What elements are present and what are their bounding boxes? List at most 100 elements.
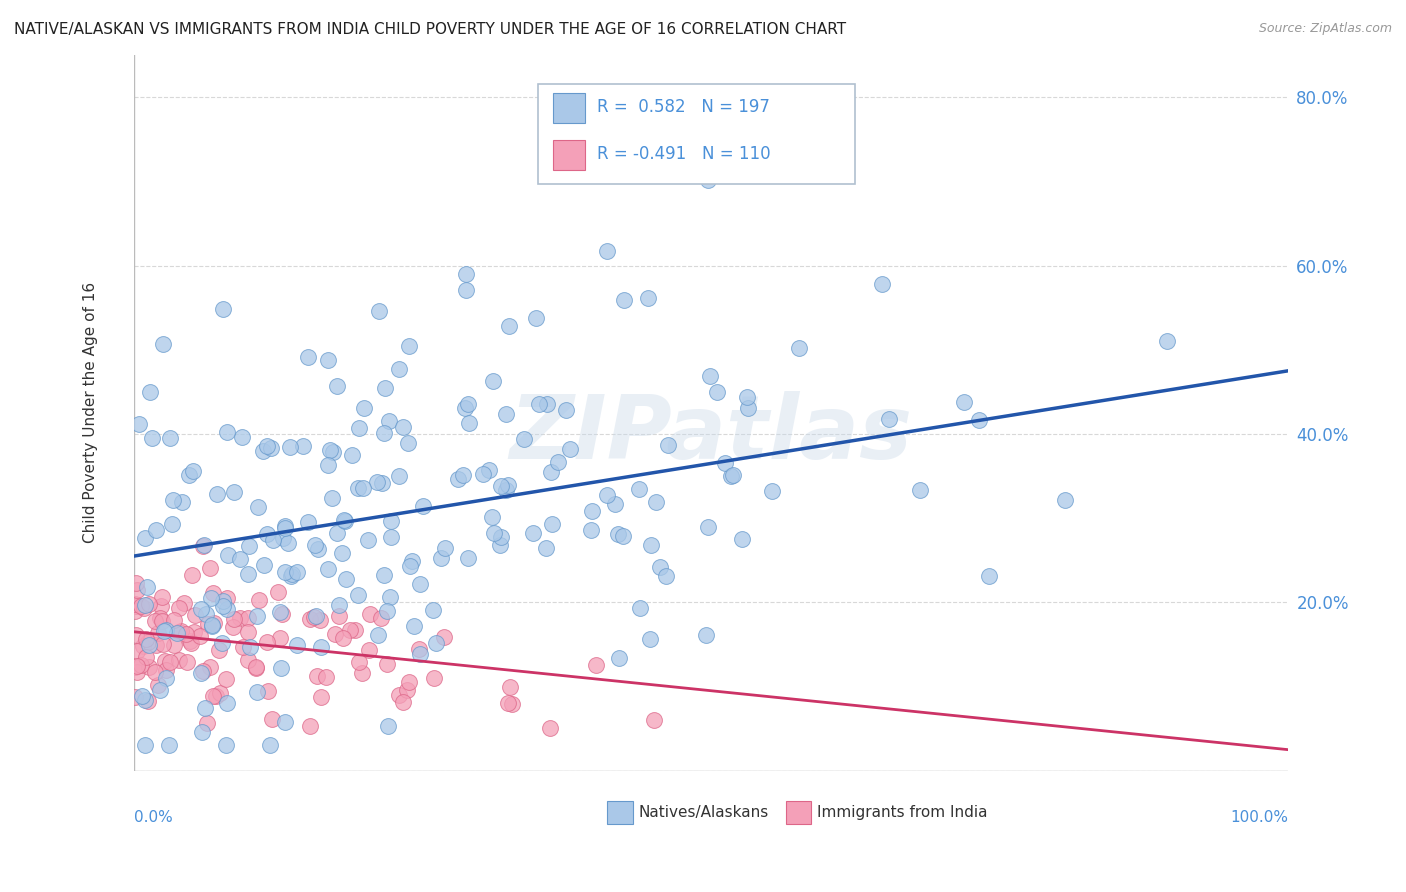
- Point: [340, 448, 363, 462]
- Point: [298, 719, 321, 733]
- Point: [368, 303, 391, 318]
- Point: [163, 613, 186, 627]
- Point: [134, 598, 156, 612]
- Point: [335, 572, 357, 586]
- Point: [298, 612, 321, 626]
- Point: [401, 554, 423, 568]
- Point: [177, 468, 200, 483]
- Point: [131, 658, 153, 673]
- Point: [155, 671, 177, 685]
- Point: [274, 519, 297, 533]
- Point: [609, 651, 631, 665]
- Point: [143, 665, 166, 679]
- Point: [193, 538, 215, 552]
- Point: [396, 436, 419, 450]
- Point: [191, 665, 214, 679]
- Text: Source: ZipAtlas.com: Source: ZipAtlas.com: [1258, 22, 1392, 36]
- Point: [246, 500, 269, 514]
- Point: [125, 582, 148, 597]
- Point: [399, 558, 422, 573]
- Point: [217, 425, 239, 439]
- Point: [134, 739, 156, 753]
- Point: [458, 417, 481, 431]
- Point: [131, 639, 153, 653]
- Point: [229, 611, 252, 625]
- FancyBboxPatch shape: [607, 801, 633, 823]
- Point: [499, 680, 522, 694]
- Point: [236, 566, 259, 581]
- Point: [422, 602, 444, 616]
- Point: [181, 567, 204, 582]
- Point: [195, 607, 218, 622]
- Point: [212, 593, 235, 607]
- Point: [146, 626, 169, 640]
- Point: [245, 660, 267, 674]
- Point: [380, 529, 402, 543]
- Point: [215, 739, 238, 753]
- Point: [162, 493, 184, 508]
- Point: [454, 283, 477, 297]
- Point: [201, 618, 224, 632]
- Point: [495, 407, 517, 421]
- Point: [231, 430, 253, 444]
- FancyBboxPatch shape: [553, 93, 585, 123]
- Point: [257, 683, 280, 698]
- Point: [309, 613, 332, 627]
- Point: [585, 657, 607, 672]
- Point: [174, 626, 197, 640]
- Point: [160, 517, 183, 532]
- Point: [176, 655, 198, 669]
- Point: [309, 640, 332, 654]
- Point: [366, 475, 388, 489]
- Point: [325, 379, 347, 393]
- Point: [222, 620, 245, 634]
- Point: [124, 599, 146, 614]
- Point: [699, 368, 721, 383]
- Point: [183, 624, 205, 639]
- Point: [309, 690, 332, 704]
- Point: [155, 663, 177, 677]
- Point: [152, 337, 174, 351]
- Point: [489, 530, 512, 544]
- Point: [150, 614, 173, 628]
- Point: [339, 623, 361, 637]
- Point: [238, 539, 260, 553]
- Point: [326, 526, 349, 541]
- Point: [305, 609, 328, 624]
- Point: [370, 611, 392, 625]
- Point: [347, 588, 370, 602]
- Point: [371, 475, 394, 490]
- Point: [596, 244, 619, 258]
- Point: [392, 420, 415, 434]
- Point: [270, 661, 292, 675]
- Point: [472, 467, 495, 482]
- Point: [256, 439, 278, 453]
- Point: [138, 635, 160, 649]
- Point: [456, 267, 478, 281]
- Point: [238, 625, 260, 640]
- Point: [190, 665, 212, 680]
- Point: [977, 569, 1000, 583]
- Point: [377, 657, 399, 671]
- Point: [640, 538, 662, 552]
- Point: [157, 739, 180, 753]
- Point: [125, 628, 148, 642]
- Point: [253, 558, 276, 572]
- Point: [495, 483, 517, 498]
- Point: [201, 619, 224, 633]
- Point: [277, 535, 299, 549]
- Point: [482, 375, 505, 389]
- Point: [581, 523, 603, 537]
- Point: [328, 599, 350, 613]
- Point: [322, 445, 344, 459]
- Point: [377, 719, 399, 733]
- Point: [540, 517, 562, 532]
- Point: [170, 624, 193, 639]
- Point: [323, 627, 346, 641]
- Point: [408, 642, 430, 657]
- Point: [285, 638, 308, 652]
- Point: [512, 433, 534, 447]
- Point: [167, 625, 190, 640]
- Point: [239, 640, 262, 655]
- Point: [136, 694, 159, 708]
